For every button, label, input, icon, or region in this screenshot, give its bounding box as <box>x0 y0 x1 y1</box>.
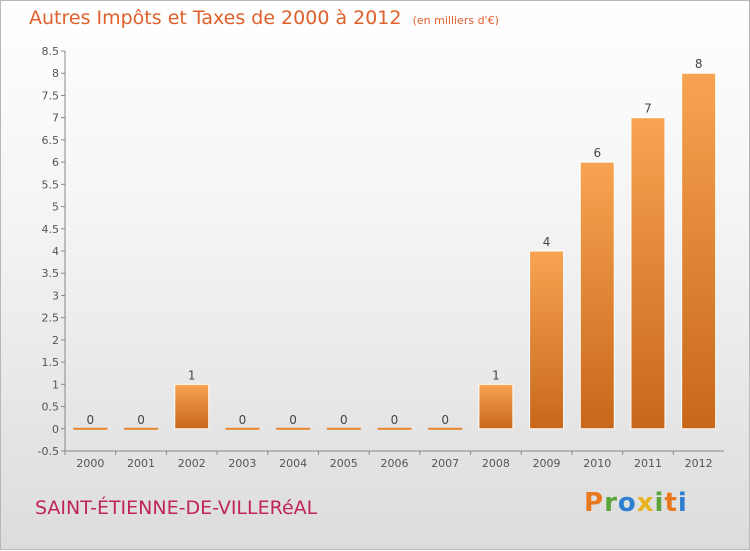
x-tick-label: 2007 <box>431 457 459 470</box>
x-tick-label: 2004 <box>279 457 307 470</box>
logo-letter: P <box>584 488 605 518</box>
x-tick-label: 2002 <box>178 457 206 470</box>
y-tick-label: 1.5 <box>42 356 60 369</box>
bar <box>681 72 717 430</box>
y-tick-label: 2 <box>52 334 59 347</box>
axes: -0.5 0 0.5 1 1.5 2 2.5 3 3.5 4 4.5 5 5.5 6 6.5 7 7.5 8 8.5… <box>38 45 724 470</box>
bar <box>326 427 361 430</box>
data-label: 1 <box>188 368 196 382</box>
data-label: 0 <box>391 413 399 427</box>
y-tick-label: 2.5 <box>42 312 60 325</box>
bar <box>478 383 514 430</box>
y-tick-label: 1 <box>52 378 59 391</box>
y-tick-label: 4 <box>52 245 59 258</box>
bar <box>630 117 666 430</box>
data-label: 0 <box>137 413 145 427</box>
x-tick-label: 2010 <box>583 457 611 470</box>
bar <box>529 250 565 430</box>
y-tick-label: 0.5 <box>42 401 60 414</box>
x-tick-label: 2000 <box>76 457 104 470</box>
y-tick-label: 0 <box>52 423 59 436</box>
x-tick-label: 2001 <box>127 457 155 470</box>
data-label: 7 <box>644 102 652 116</box>
data-label: 6 <box>593 146 601 160</box>
bar <box>124 427 159 430</box>
bar <box>377 427 412 430</box>
data-label: 8 <box>695 57 703 71</box>
x-tick-label: 2005 <box>330 457 358 470</box>
data-label: 0 <box>340 413 348 427</box>
y-tick-label: 6 <box>52 156 59 169</box>
logo-letter: o <box>617 488 637 518</box>
logo-letter: i <box>677 488 688 518</box>
y-tick-label: 5.5 <box>42 178 60 191</box>
x-tick-label: 2011 <box>634 457 662 470</box>
bar <box>276 427 311 430</box>
commune-name: SAINT-ÉTIENNE-DE-VILLERéAL <box>35 497 318 519</box>
logo-letter: i <box>654 488 665 518</box>
x-tick-label: 2006 <box>381 457 409 470</box>
chart-subtitle: (en milliers d'€) <box>412 14 499 27</box>
data-label: 4 <box>543 235 551 249</box>
data-label: 1 <box>492 368 500 382</box>
y-tick-label: 7 <box>52 112 59 125</box>
data-label: 0 <box>87 413 95 427</box>
y-tick-label: 3.5 <box>42 267 60 280</box>
logo-letter: r <box>604 488 618 518</box>
bar <box>428 427 463 430</box>
chart-title-text: Autres Impôts et Taxes de 2000 à 2012 <box>29 7 402 29</box>
x-tick-label: 2009 <box>533 457 561 470</box>
y-tick-label: 5 <box>52 201 59 214</box>
x-tick-label: 2003 <box>228 457 256 470</box>
y-tick-label: 8.5 <box>42 45 60 58</box>
bar <box>174 383 210 430</box>
y-tick-label: 6.5 <box>42 134 60 147</box>
data-label: 0 <box>239 413 247 427</box>
bar <box>579 161 615 430</box>
data-label: 0 <box>441 413 449 427</box>
logo-letter: x <box>636 488 655 518</box>
bar <box>73 427 108 430</box>
data-labels: 0 0 1 0 0 0 0 0 1 4 6 7 8 <box>87 57 703 427</box>
bars <box>73 72 717 430</box>
x-tick-label: 2008 <box>482 457 510 470</box>
y-tick-label: 3 <box>52 289 59 302</box>
proxiti-logo: Proxiti <box>584 488 688 518</box>
y-tick-label: 8 <box>52 67 59 80</box>
bar <box>225 427 260 430</box>
x-tick-label: 2012 <box>685 457 713 470</box>
logo-letter: t <box>664 488 678 518</box>
y-tick-label: -0.5 <box>38 445 59 458</box>
chart-title: Autres Impôts et Taxes de 2000 à 2012 (e… <box>29 7 499 29</box>
y-tick-label: 4.5 <box>42 223 60 236</box>
y-tick-label: 7.5 <box>42 89 60 102</box>
data-label: 0 <box>289 413 297 427</box>
